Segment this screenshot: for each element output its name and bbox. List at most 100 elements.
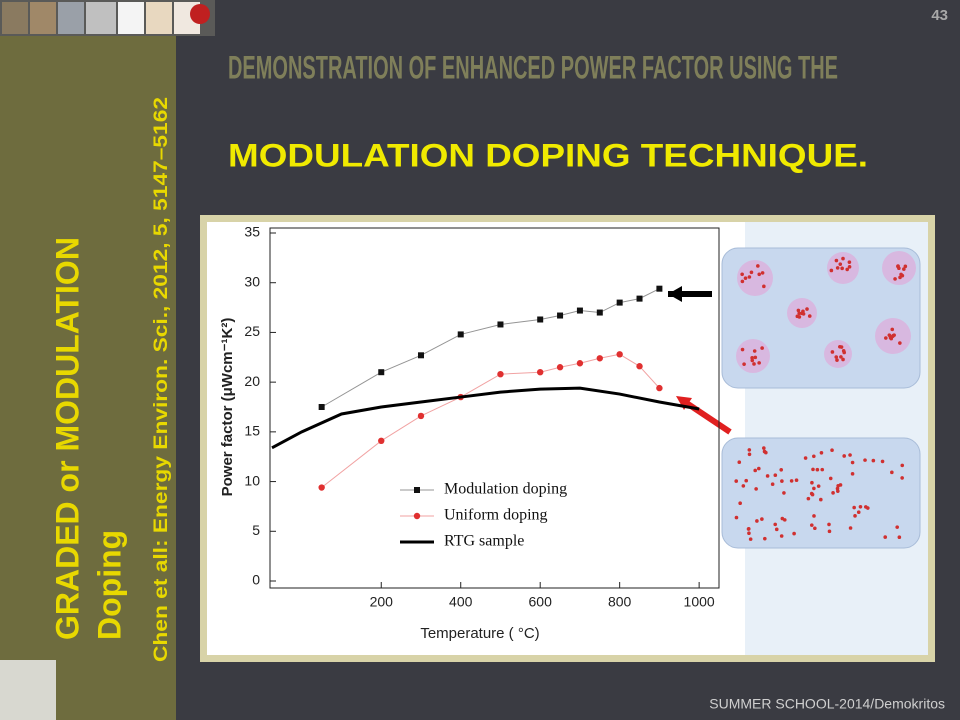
data-point: [536, 369, 544, 376]
dot: [828, 476, 833, 481]
dot: [812, 514, 816, 518]
dot: [738, 501, 742, 506]
x-tick-label: 200: [370, 594, 394, 610]
dot: [770, 482, 775, 487]
dot: [827, 529, 832, 534]
dot: [757, 466, 761, 471]
dot: [900, 463, 905, 468]
dot: [792, 531, 796, 536]
dot: [753, 355, 758, 360]
dot: [782, 491, 786, 495]
dot: [889, 336, 894, 341]
data-point: [616, 351, 623, 358]
dot: [734, 515, 739, 520]
dot: [794, 478, 799, 483]
dot: [773, 522, 778, 527]
dot: [852, 505, 856, 510]
data-point: [417, 352, 424, 359]
citation: Chen et all: Energy Environ. Sci., 2012,…: [151, 97, 172, 662]
dot: [856, 510, 861, 514]
dot: [842, 454, 847, 458]
dot: [835, 358, 839, 362]
y-tick-label: 15: [244, 423, 260, 439]
y-tick-label: 35: [244, 224, 260, 240]
dot: [815, 467, 820, 472]
data-point: [497, 321, 504, 328]
dot: [800, 311, 804, 316]
dot: [847, 260, 852, 264]
dot: [780, 516, 785, 521]
dot: [836, 489, 840, 493]
legend-label: Modulation doping: [444, 481, 567, 498]
dot: [734, 479, 739, 483]
data-point: [557, 312, 564, 319]
dot: [762, 284, 766, 289]
dot: [847, 265, 852, 269]
dot: [842, 350, 847, 355]
dot: [774, 527, 779, 532]
dot: [753, 468, 758, 473]
data-point: [457, 331, 464, 338]
dot: [902, 267, 906, 271]
x-axis-label: Temperature ( °C): [420, 625, 539, 642]
dot: [884, 336, 888, 340]
dot: [820, 467, 825, 472]
dot: [819, 450, 824, 455]
dot: [839, 355, 843, 359]
y-tick-label: 5: [252, 522, 260, 538]
series-line: [321, 353, 660, 488]
dot: [890, 327, 895, 332]
x-tick-label: 800: [608, 594, 632, 610]
title-line: DEMONSTRATION OF ENHANCED POWER FACTOR U…: [228, 49, 838, 85]
footer: SUMMER SCHOOL-2014/Demokritos: [709, 696, 945, 712]
side-title: Doping: [91, 530, 127, 640]
dot: [779, 534, 784, 538]
dot: [898, 341, 902, 345]
side-title: GRADED or MODULATION: [49, 237, 85, 640]
series-line: [321, 288, 660, 408]
legend-label: RTG sample: [444, 533, 524, 550]
dot: [819, 497, 823, 502]
y-tick-label: 10: [244, 472, 260, 488]
legend-marker: [414, 487, 420, 493]
data-point: [378, 437, 385, 445]
data-point: [576, 360, 584, 367]
dot: [853, 514, 857, 518]
dot: [757, 272, 762, 277]
dot: [850, 460, 855, 465]
dot: [762, 446, 766, 450]
data-point: [596, 355, 603, 362]
x-tick-label: 400: [449, 594, 473, 610]
dot: [845, 267, 849, 272]
data-point: [537, 316, 544, 323]
dot: [747, 275, 752, 279]
dot: [903, 264, 908, 269]
dot: [829, 268, 834, 273]
dot: [839, 345, 844, 349]
y-tick-label: 0: [252, 572, 260, 588]
dot: [834, 258, 839, 263]
y-tick-label: 20: [244, 373, 260, 389]
dot: [748, 537, 753, 541]
thumbnails: [2, 2, 210, 34]
dot: [773, 473, 778, 478]
series-line: [271, 386, 700, 450]
y-tick-label: 25: [244, 323, 260, 339]
dot: [742, 362, 746, 366]
dot: [747, 531, 751, 536]
dot: [898, 275, 902, 280]
data-point: [417, 412, 425, 420]
data-point: [656, 384, 663, 392]
dot: [756, 264, 760, 268]
data-point: [497, 370, 504, 378]
dot: [893, 277, 897, 281]
dot: [887, 333, 892, 337]
data-point: [596, 309, 603, 316]
dot: [838, 262, 843, 266]
dot: [841, 357, 845, 362]
dot: [740, 279, 745, 284]
dot: [740, 272, 744, 277]
y-tick-label: 30: [244, 273, 260, 289]
